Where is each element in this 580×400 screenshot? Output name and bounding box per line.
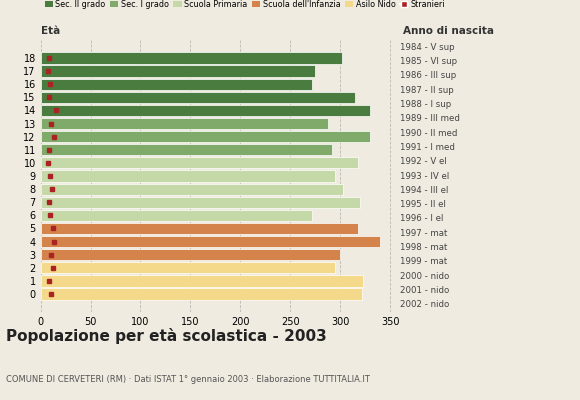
Text: 1994 - III el: 1994 - III el: [400, 186, 449, 195]
Bar: [41, 105, 370, 116]
Text: 2002 - nido: 2002 - nido: [400, 300, 450, 309]
Text: 1987 - II sup: 1987 - II sup: [400, 86, 454, 95]
Bar: [41, 184, 343, 195]
Text: 2000 - nido: 2000 - nido: [400, 272, 450, 281]
Text: 1991 - I med: 1991 - I med: [400, 143, 455, 152]
Text: Età: Età: [41, 26, 60, 36]
Text: 1989 - III med: 1989 - III med: [400, 114, 461, 123]
Text: Anno di nascita: Anno di nascita: [403, 26, 494, 36]
Bar: [41, 52, 342, 64]
Bar: [41, 249, 340, 260]
Bar: [41, 92, 355, 103]
Bar: [41, 223, 358, 234]
Bar: [41, 197, 360, 208]
Text: 2001 - nido: 2001 - nido: [400, 286, 450, 295]
Text: 1992 - V el: 1992 - V el: [400, 157, 447, 166]
Text: 1995 - II el: 1995 - II el: [400, 200, 447, 209]
Text: 1997 - mat: 1997 - mat: [400, 229, 448, 238]
Bar: [41, 144, 332, 155]
Text: 1998 - mat: 1998 - mat: [400, 243, 448, 252]
Text: COMUNE DI CERVETERI (RM) · Dati ISTAT 1° gennaio 2003 · Elaborazione TUTTITALIA.: COMUNE DI CERVETERI (RM) · Dati ISTAT 1°…: [6, 375, 369, 384]
Text: Popolazione per età scolastica - 2003: Popolazione per età scolastica - 2003: [6, 328, 327, 344]
Bar: [41, 78, 312, 90]
Bar: [41, 262, 335, 274]
Bar: [41, 210, 312, 221]
Bar: [41, 275, 363, 286]
Text: 1993 - IV el: 1993 - IV el: [400, 172, 450, 180]
Bar: [41, 118, 328, 129]
Text: 1988 - I sup: 1988 - I sup: [400, 100, 452, 109]
Bar: [41, 170, 335, 182]
Text: 1986 - III sup: 1986 - III sup: [400, 71, 456, 80]
Text: 1984 - V sup: 1984 - V sup: [400, 43, 455, 52]
Text: 1985 - VI sup: 1985 - VI sup: [400, 57, 458, 66]
Legend: Sec. II grado, Sec. I grado, Scuola Primaria, Scuola dell'Infanzia, Asilo Nido, : Sec. II grado, Sec. I grado, Scuola Prim…: [45, 0, 445, 9]
Text: 1990 - II med: 1990 - II med: [400, 128, 458, 138]
Bar: [41, 236, 380, 247]
Text: 1999 - mat: 1999 - mat: [400, 257, 448, 266]
Bar: [41, 131, 370, 142]
Bar: [41, 288, 362, 300]
Bar: [41, 66, 316, 77]
Bar: [41, 157, 358, 168]
Text: 1996 - I el: 1996 - I el: [400, 214, 444, 224]
